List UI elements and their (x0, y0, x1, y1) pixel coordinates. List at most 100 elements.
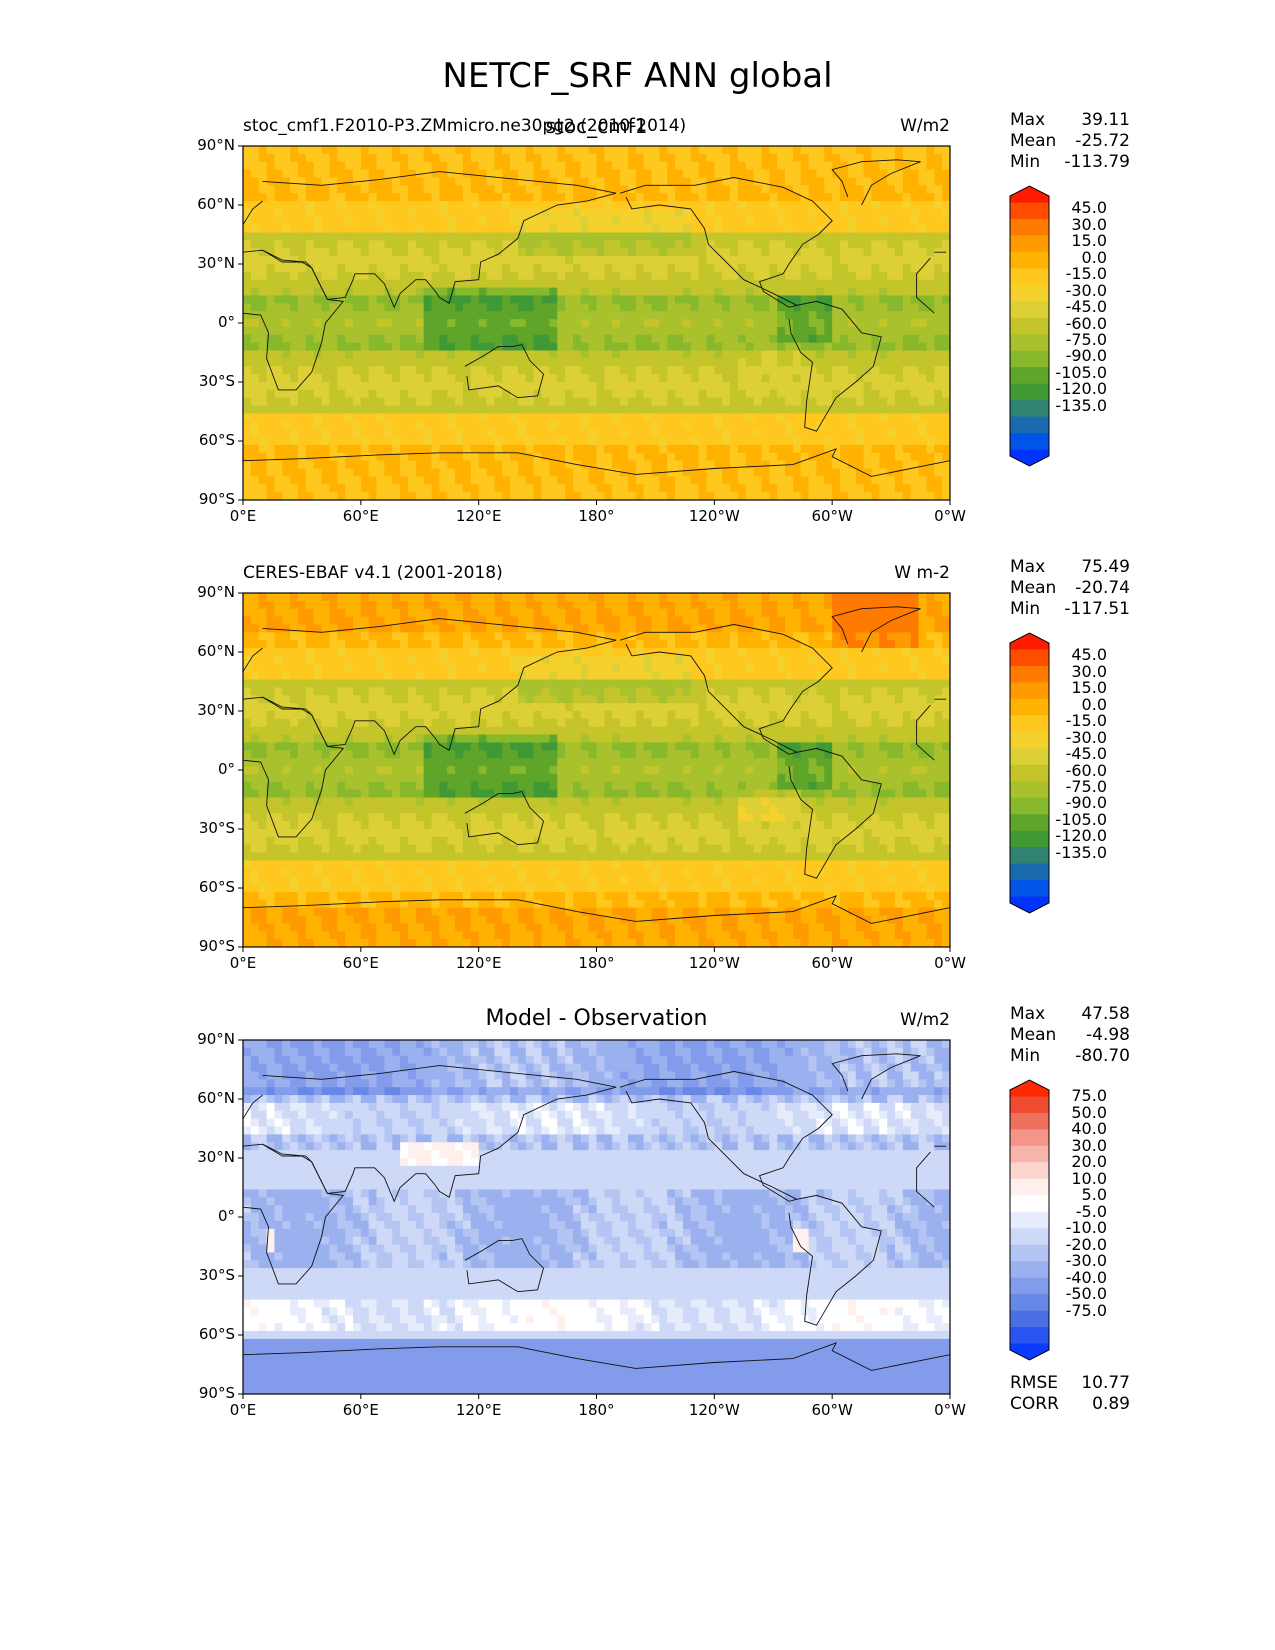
colorbar-band (1010, 1294, 1049, 1312)
x-tick-label: 120°W (688, 954, 740, 972)
y-tick-label: 60°S (198, 431, 235, 449)
stat-label: Max (1010, 557, 1046, 577)
colorbar-label: -20.0 (1065, 1234, 1107, 1254)
coastline (243, 618, 617, 756)
stat-value: -80.70 (1075, 1046, 1130, 1066)
colorbar-label: -15.0 (1065, 711, 1107, 731)
map-field (243, 593, 950, 947)
colorbar-band (1010, 1310, 1049, 1328)
colorbar-band (1010, 1244, 1049, 1262)
colorbar-label: -120.0 (1055, 826, 1107, 846)
x-tick-label: 0°W (934, 1401, 966, 1419)
x-tick-label: 180° (578, 1401, 615, 1419)
coastline (788, 1194, 882, 1326)
y-tick-label: 90°S (198, 490, 235, 508)
colorbar (1009, 185, 1050, 467)
colorbar-label: 50.0 (1071, 1102, 1107, 1122)
colorbar-label: 20.0 (1071, 1152, 1107, 1172)
coastline (243, 171, 617, 309)
colorbar-outline (1009, 632, 1050, 914)
colorbar-label: -5.0 (1075, 1201, 1107, 1221)
coastline (243, 249, 947, 391)
y-tick-label: 90°N (197, 583, 235, 601)
x-tick-label: 120°E (455, 507, 502, 525)
x-tick-label: 120°E (455, 954, 502, 972)
stat-label: Max (1010, 110, 1046, 130)
coastline (831, 159, 921, 206)
colorbar-band (1010, 433, 1049, 451)
y-tick-label: 60°N (197, 1089, 235, 1107)
colorbar-label: -15.0 (1065, 264, 1107, 284)
colorbar-label: -105.0 (1055, 809, 1107, 829)
colorbar-band (1010, 317, 1049, 335)
colorbar-band (1010, 449, 1049, 466)
colorbar-band (1010, 1277, 1049, 1295)
y-tick-label: 60°S (198, 1325, 235, 1343)
colorbar-label: 10.0 (1071, 1168, 1107, 1188)
colorbar-band (1010, 1211, 1049, 1229)
coastline (243, 448, 950, 477)
colorbar-band (1010, 682, 1049, 700)
colorbar-label: -75.0 (1065, 1300, 1107, 1320)
y-tick-label: 0° (217, 313, 235, 331)
stat-label: Mean (1010, 1025, 1057, 1045)
x-tick-label: 60°E (342, 1401, 379, 1419)
stat-label: Min (1010, 1046, 1041, 1066)
metric-label: CORR (1010, 1394, 1059, 1414)
coastlines (243, 606, 950, 924)
stat-value: 39.11 (1081, 110, 1130, 130)
map-field (243, 1040, 950, 1394)
colorbar-band (1010, 1343, 1049, 1360)
colorbar-band (1010, 383, 1049, 401)
panel-center-title: Model - Observation (485, 1006, 708, 1031)
colorbar-band (1010, 1112, 1049, 1130)
y-tick-label: 30°S (198, 819, 235, 837)
colorbar-band (1010, 1178, 1049, 1196)
stat-value: -25.72 (1075, 131, 1130, 151)
coastline (831, 606, 921, 653)
y-tick-label: 30°N (197, 701, 235, 719)
y-tick-label: 60°N (197, 642, 235, 660)
colorbar-label: -40.0 (1065, 1267, 1107, 1287)
stat-label: Min (1010, 599, 1041, 619)
coastline (788, 747, 882, 879)
colorbar-label: 15.0 (1071, 678, 1107, 698)
panel-left-title: stoc_cmf1.F2010-P3.ZMmicro.ne30pg2 (2010… (243, 116, 687, 136)
colorbar-band (1010, 416, 1049, 434)
metric-label: RMSE (1010, 1373, 1059, 1393)
x-tick-label: 60°W (811, 1401, 853, 1419)
colorbar-band (1010, 847, 1049, 865)
colorbar-label: -135.0 (1055, 395, 1107, 415)
metric-value: 10.77 (1081, 1373, 1130, 1393)
coastline (464, 1238, 545, 1293)
colorbar-band (1010, 1327, 1049, 1345)
colorbar-label: -75.0 (1065, 777, 1107, 796)
colorbar-band (1010, 1228, 1049, 1246)
colorbar-label: 0.0 (1081, 247, 1107, 267)
colorbar-label: -90.0 (1065, 793, 1107, 813)
colorbar-band (1010, 731, 1049, 749)
y-tick-label: 0° (217, 760, 235, 778)
colorbar-label: 30.0 (1071, 1135, 1107, 1155)
y-tick-label: 0° (217, 1207, 235, 1225)
colorbar-band (1010, 665, 1049, 683)
y-tick-label: 60°S (198, 878, 235, 896)
x-tick-label: 0°E (229, 507, 257, 525)
stat-label: Max (1010, 1004, 1046, 1024)
colorbar-label: -30.0 (1065, 280, 1107, 300)
x-tick-label: 120°W (688, 507, 740, 525)
map-panel-3 (238, 1039, 1050, 1399)
colorbar-band (1010, 781, 1049, 799)
colorbar-band (1010, 400, 1049, 418)
colorbar-label: 45.0 (1071, 198, 1107, 218)
x-tick-label: 60°E (342, 954, 379, 972)
coastline (788, 300, 882, 432)
y-tick-label: 90°N (197, 136, 235, 154)
x-tick-label: 0°E (229, 1401, 257, 1419)
panel-left-title: CERES-EBAF v4.1 (2001-2018) (243, 563, 503, 583)
colorbar-label: 5.0 (1081, 1185, 1107, 1205)
stat-value: -113.79 (1064, 152, 1130, 172)
map-panel-1 (238, 145, 1050, 505)
colorbar-band (1010, 235, 1049, 253)
colorbar-band (1010, 1162, 1049, 1180)
